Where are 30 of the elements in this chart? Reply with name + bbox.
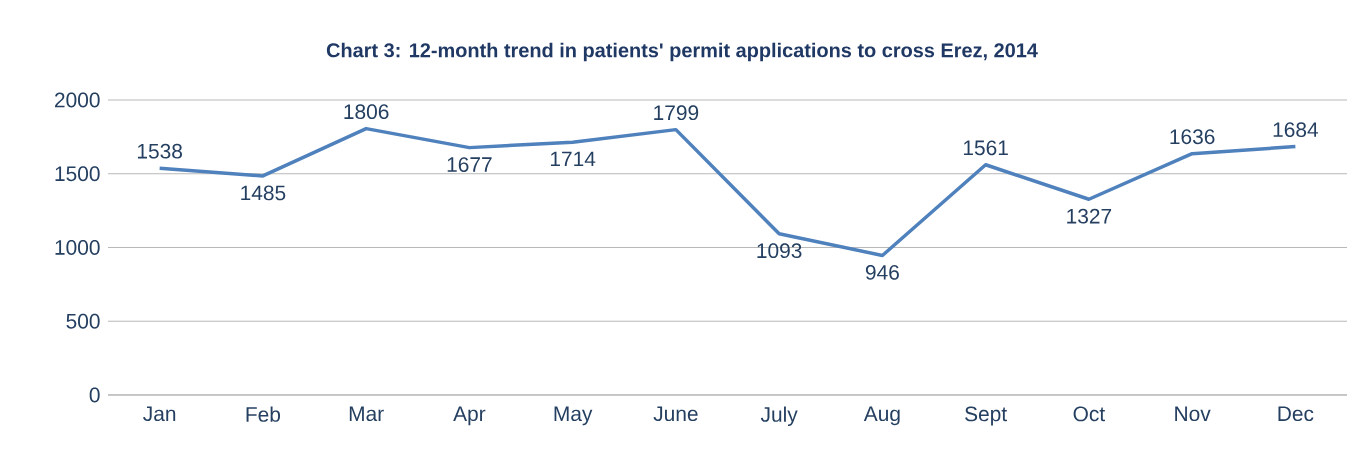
data-label: 1677 <box>447 157 492 172</box>
x-tick-label: Oct <box>1073 406 1105 422</box>
x-tick-label: Apr <box>453 406 486 426</box>
data-label: 1093 <box>757 243 802 259</box>
data-label: 1806 <box>344 104 389 120</box>
x-tick-label: Jan <box>143 406 176 422</box>
x-tick-label: Aug <box>863 406 900 426</box>
data-label: 946 <box>865 264 899 280</box>
x-tick-label: May <box>554 406 593 426</box>
data-label: 1561 <box>963 140 1008 156</box>
x-tick-label: Sept <box>965 406 1007 426</box>
data-label: 1684 <box>1273 122 1319 138</box>
y-tick-label: 500 <box>66 313 100 329</box>
chart-title: Chart 3: 12-month trend in patients' permit applications to cross Erez, 2014 <box>326 42 1038 62</box>
y-tick-label: 1000 <box>55 240 100 255</box>
data-label: 1327 <box>1067 208 1112 224</box>
data-label: 1714 <box>550 151 596 167</box>
y-tick-label: 2000 <box>55 92 100 108</box>
y-tick-label: 1500 <box>55 166 100 182</box>
x-tick-label: June <box>653 406 698 422</box>
data-label: 1636 <box>1170 129 1215 145</box>
x-tick-label: Dec <box>1278 406 1314 422</box>
x-tick-label: July <box>760 406 798 427</box>
data-label: 1538 <box>137 143 182 159</box>
x-tick-label: Mar <box>349 406 384 422</box>
y-tick-label: 0 <box>89 387 100 403</box>
data-label: 1799 <box>654 105 699 121</box>
data-label: 1485 <box>241 185 286 201</box>
x-tick-label: Feb <box>246 406 281 422</box>
x-tick-label: Nov <box>1175 406 1211 422</box>
